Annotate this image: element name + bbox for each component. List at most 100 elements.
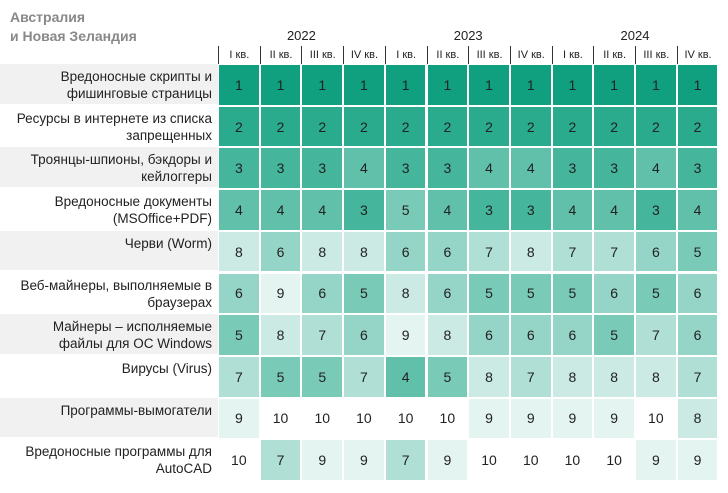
cell: 5 xyxy=(468,272,510,315)
cell: 4 xyxy=(426,189,469,231)
cell: 3 xyxy=(551,147,594,190)
cell: 7 xyxy=(468,230,510,273)
cell: 4 xyxy=(551,189,594,231)
cell: 3 xyxy=(259,147,302,190)
cell: 6 xyxy=(468,314,510,356)
quarter-label: III кв. xyxy=(635,46,677,64)
cell: 2 xyxy=(635,105,677,148)
cell: 6 xyxy=(426,272,469,315)
cell: 9 xyxy=(509,397,552,440)
row-label: Троянцы-шпионы, бэкдоры и кейлоггеры xyxy=(0,147,218,190)
cell: 6 xyxy=(426,230,469,273)
cell: 4 xyxy=(676,189,719,231)
cell: 4 xyxy=(468,147,510,190)
cell: 2 xyxy=(343,105,385,148)
quarter-label: I кв. xyxy=(551,46,594,64)
cell: 6 xyxy=(676,314,719,356)
cell: 1 xyxy=(468,64,510,106)
cell: 7 xyxy=(384,439,427,481)
cell: 2 xyxy=(676,105,719,148)
row-label: Вредоносные документы (MSOffice+PDF) xyxy=(0,189,218,231)
cell: 5 xyxy=(509,272,552,315)
cell: 4 xyxy=(301,189,344,231)
cell: 4 xyxy=(509,147,552,190)
cell: 9 xyxy=(384,314,427,356)
cell: 3 xyxy=(218,147,260,190)
cell: 10 xyxy=(468,439,510,481)
cell: 1 xyxy=(301,64,344,106)
cell: 9 xyxy=(468,397,510,440)
cell: 1 xyxy=(426,64,469,106)
cell: 2 xyxy=(259,105,302,148)
row-label: Черви (Worm) xyxy=(0,230,218,273)
cell: 5 xyxy=(551,272,594,315)
cell: 6 xyxy=(301,272,344,315)
cell: 3 xyxy=(426,147,469,190)
cell: 4 xyxy=(218,189,260,231)
cell: 4 xyxy=(635,147,677,190)
cell: 3 xyxy=(676,147,719,190)
cell: 6 xyxy=(218,272,260,315)
cell: 5 xyxy=(343,272,385,315)
cell: 7 xyxy=(551,230,594,273)
cell: 2 xyxy=(551,105,594,148)
table-title: Австралия и Новая Зеландия xyxy=(10,9,137,44)
cell: 8 xyxy=(468,355,510,398)
quarter-label: III кв. xyxy=(301,46,343,64)
quarter-label: IV кв. xyxy=(676,46,719,64)
cell: 2 xyxy=(593,105,635,148)
cell: 8 xyxy=(676,397,719,440)
cell: 9 xyxy=(259,272,302,315)
cell: 3 xyxy=(593,147,635,190)
year-label: 2022 xyxy=(286,28,316,43)
cell: 5 xyxy=(259,355,302,398)
cell: 2 xyxy=(509,105,552,148)
cell: 1 xyxy=(551,64,594,106)
year-label: 2024 xyxy=(620,28,650,43)
cell: 5 xyxy=(676,230,719,273)
cell: 2 xyxy=(384,105,427,148)
cell: 1 xyxy=(384,64,427,106)
cell: 3 xyxy=(468,189,510,231)
row-label: Ресурсы в интернете из списка запрещенны… xyxy=(0,105,218,148)
cell: 7 xyxy=(635,314,677,356)
cell: 4 xyxy=(259,189,302,231)
cell: 1 xyxy=(509,64,552,106)
cell: 8 xyxy=(426,314,469,356)
cell: 10 xyxy=(259,397,302,440)
row-label: Вредоносные программы для AutoCAD xyxy=(0,439,218,481)
cell: 6 xyxy=(509,314,552,356)
quarter-label: II кв. xyxy=(593,46,635,64)
cell: 10 xyxy=(426,397,469,440)
quarter-label: III кв. xyxy=(468,46,510,64)
quarter-label: II кв. xyxy=(259,46,302,64)
year-label: 2023 xyxy=(453,28,483,43)
cell: 1 xyxy=(218,64,260,106)
cell: 8 xyxy=(301,230,344,273)
cell: 9 xyxy=(426,439,469,481)
cell: 5 xyxy=(384,189,427,231)
cell: 7 xyxy=(218,355,260,398)
cell: 9 xyxy=(218,397,260,440)
cell: 1 xyxy=(635,64,677,106)
cell: 7 xyxy=(259,439,302,481)
cell: 2 xyxy=(468,105,510,148)
cell: 6 xyxy=(676,272,719,315)
cell: 10 xyxy=(551,439,594,481)
cell: 10 xyxy=(343,397,385,440)
cell: 10 xyxy=(384,397,427,440)
cell: 2 xyxy=(301,105,344,148)
quarter-label: IV кв. xyxy=(343,46,385,64)
cell: 8 xyxy=(551,355,594,398)
cell: 6 xyxy=(593,272,635,315)
cell: 1 xyxy=(343,64,385,106)
cell: 10 xyxy=(301,397,344,440)
row-label: Программы-вымогатели xyxy=(0,397,218,440)
cell: 9 xyxy=(593,397,635,440)
cell: 8 xyxy=(259,314,302,356)
quarter-label: I кв. xyxy=(218,46,260,64)
quarter-label: I кв. xyxy=(384,46,427,64)
cell: 5 xyxy=(635,272,677,315)
cell: 8 xyxy=(509,230,552,273)
cell: 1 xyxy=(259,64,302,106)
